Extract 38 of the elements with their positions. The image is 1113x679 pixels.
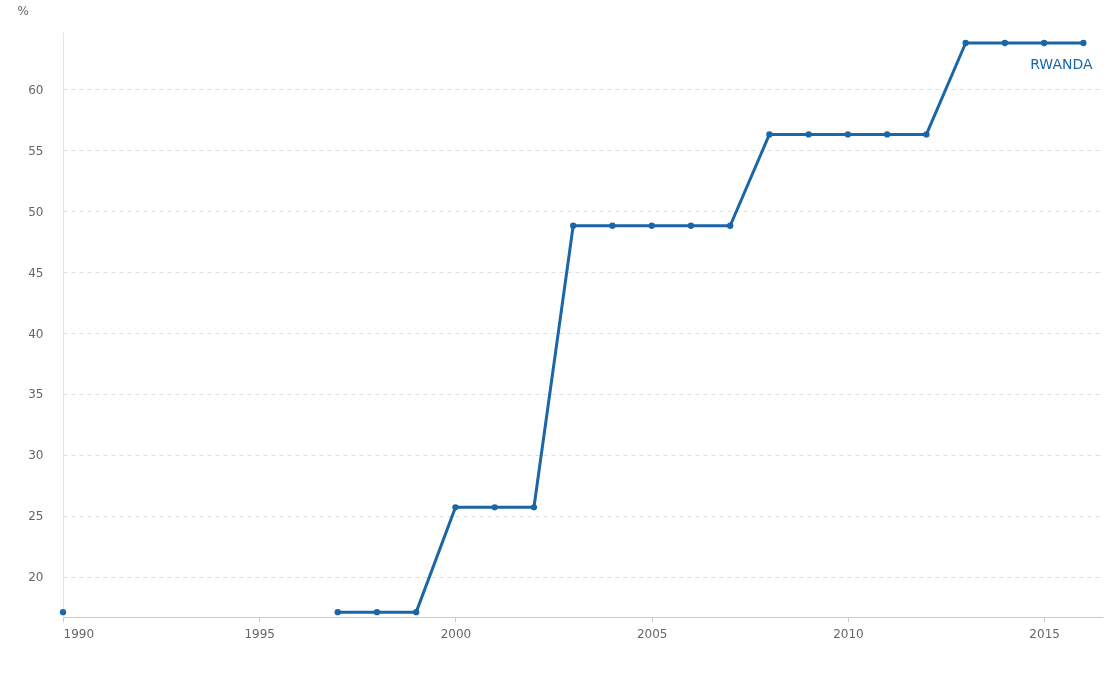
point bbox=[1001, 39, 1009, 47]
x-tick-label: 2010 bbox=[833, 626, 864, 641]
x-tick-label: 1990 bbox=[63, 626, 95, 641]
point bbox=[334, 608, 341, 616]
x-tick-label: 2000 bbox=[440, 626, 472, 641]
point bbox=[648, 222, 655, 229]
point bbox=[609, 222, 616, 229]
y-tick-label: 30 bbox=[28, 448, 44, 463]
y-tick-label: 55 bbox=[28, 143, 44, 158]
point bbox=[1040, 39, 1048, 47]
y-tick-label: 40 bbox=[28, 326, 44, 341]
y-tick-label: 50 bbox=[28, 204, 44, 219]
point bbox=[413, 608, 420, 616]
y-tick-label: 20 bbox=[28, 570, 44, 585]
y-tick-label: 60 bbox=[28, 82, 44, 97]
point bbox=[491, 504, 498, 511]
point bbox=[687, 222, 695, 229]
y-axis-title: % bbox=[17, 3, 29, 18]
point bbox=[883, 131, 891, 138]
point bbox=[59, 608, 67, 616]
x-tick-label: 2005 bbox=[636, 626, 668, 641]
y-tick-label: 35 bbox=[28, 387, 44, 402]
point bbox=[570, 222, 577, 229]
point bbox=[923, 131, 930, 138]
x-tick-label: 1995 bbox=[244, 626, 275, 641]
point bbox=[530, 504, 538, 511]
point bbox=[962, 39, 969, 47]
point bbox=[373, 608, 381, 616]
series-label: RWANDA bbox=[1030, 55, 1093, 72]
point bbox=[805, 131, 812, 138]
point bbox=[727, 222, 734, 229]
x-tick-label: 2015 bbox=[1029, 626, 1060, 641]
y-tick-label: 25 bbox=[28, 509, 44, 524]
point bbox=[766, 131, 773, 138]
point bbox=[452, 504, 459, 511]
point bbox=[844, 131, 852, 138]
y-tick-label: 45 bbox=[28, 265, 44, 280]
point bbox=[1080, 39, 1087, 47]
